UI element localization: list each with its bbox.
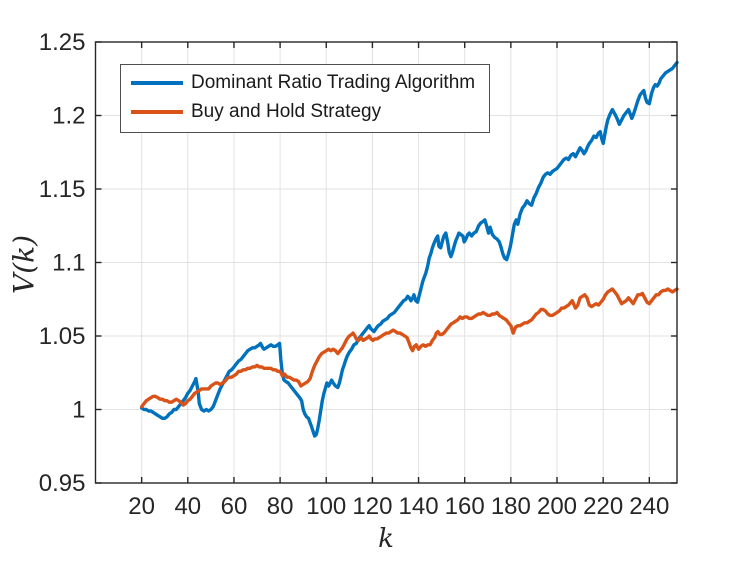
x-tick-label: 160 [445, 493, 485, 520]
x-tick-label: 100 [306, 493, 346, 520]
series-line-buy-and-hold [139, 287, 679, 409]
x-tick-label: 240 [629, 493, 669, 520]
y-axis-label: V(k) [7, 234, 41, 295]
legend-label-buy-and-hold: Buy and Hold Strategy [191, 100, 382, 122]
y-tick-label: 0.95 [39, 470, 86, 497]
legend-line-swatch-orange [131, 110, 183, 115]
x-tick-label: 220 [583, 493, 623, 520]
y-tick-label: 1.25 [39, 29, 86, 56]
y-tick-label: 1.15 [39, 176, 86, 203]
x-tick-label: 20 [128, 493, 155, 520]
x-tick-label: 120 [352, 493, 392, 520]
legend-item-buy-and-hold: Buy and Hold Strategy [131, 100, 475, 123]
x-tick-label: 180 [491, 493, 531, 520]
y-tick-label: 1.2 [52, 103, 85, 130]
x-tick-label: 60 [221, 493, 248, 520]
y-tick-label: 1.1 [52, 250, 85, 277]
y-tick-label: 1 [72, 397, 85, 424]
x-tick-label: 200 [537, 493, 577, 520]
x-tick-label: 80 [267, 493, 294, 520]
legend: Dominant Ratio Trading Algorithm Buy and… [120, 64, 491, 133]
y-tick-label: 1.05 [39, 323, 86, 350]
x-axis-label: k [378, 524, 394, 554]
x-tick-label: 40 [174, 493, 201, 520]
legend-label-dominant-ratio: Dominant Ratio Trading Algorithm [191, 72, 476, 93]
legend-line-swatch-blue [131, 81, 183, 86]
x-tick-label: 140 [399, 493, 439, 520]
legend-item-dominant-ratio: Dominant Ratio Trading Algorithm [131, 72, 476, 94]
series-line-dominant-ratio [139, 60, 679, 438]
